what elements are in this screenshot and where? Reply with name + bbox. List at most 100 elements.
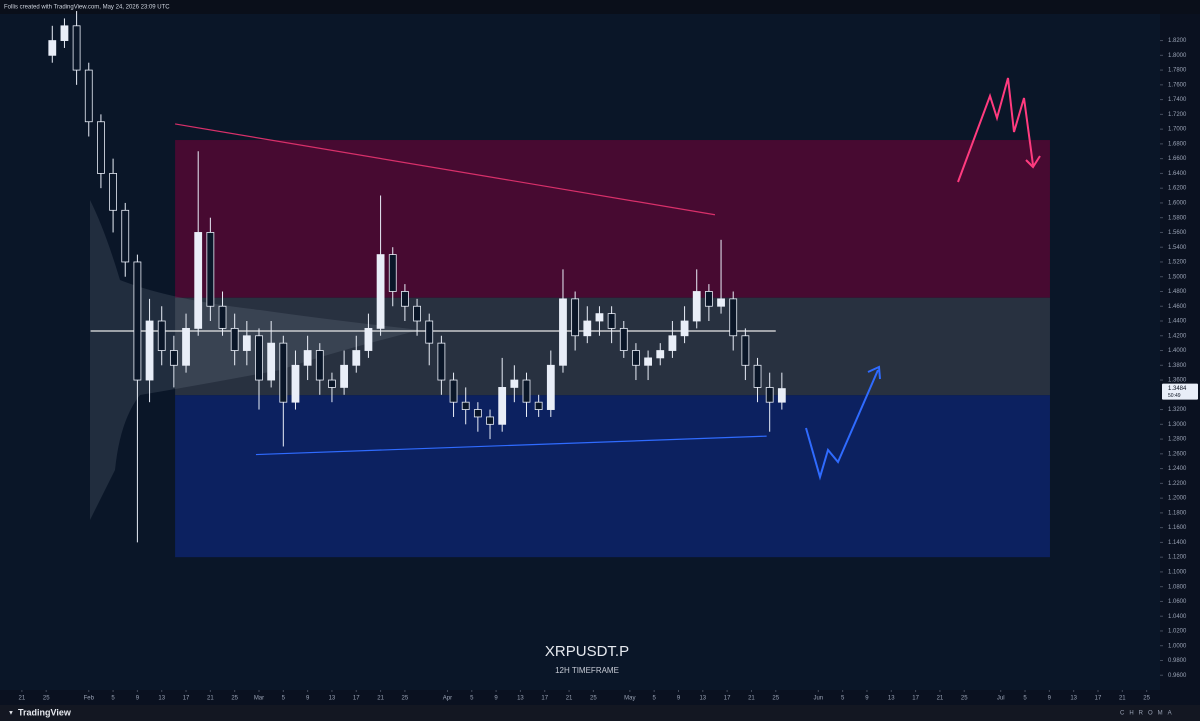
candle-body: [425, 320, 434, 344]
candle-body: [704, 291, 713, 307]
candle-body: [765, 387, 774, 403]
arrowhead: [867, 365, 881, 380]
y-tick-label: 1.4400: [1168, 319, 1187, 325]
x-tick-label: Feb: [84, 696, 95, 702]
trend-line: [174, 123, 716, 216]
y-tick-label: 1.2200: [1168, 481, 1187, 487]
watermark-title: XRPUSDT.P: [545, 643, 629, 660]
candle-body: [230, 327, 239, 351]
y-tick-label: 1.5000: [1168, 274, 1187, 280]
x-tick-label: 21: [1119, 696, 1126, 702]
y-tick-label: 1.5400: [1168, 245, 1187, 251]
x-tick-label: 9: [136, 696, 140, 702]
candle-body: [632, 350, 640, 366]
candle-body: [194, 232, 203, 329]
arrowhead: [1025, 155, 1041, 169]
candle-body: [546, 364, 555, 410]
x-tick-label: 25: [772, 696, 779, 702]
x-tick-label: 21: [377, 696, 384, 702]
y-tick-label: 1.6400: [1168, 171, 1187, 177]
x-tick-label: 9: [677, 696, 681, 702]
y-tick-label: 1.7200: [1168, 112, 1187, 118]
time-axis: [0, 690, 1200, 705]
x-tick-label: Jun: [813, 696, 823, 702]
candle-body: [473, 409, 482, 418]
candles: [48, 11, 786, 543]
candle-body: [84, 69, 93, 123]
candle-body: [729, 298, 738, 337]
candle-body: [607, 313, 616, 329]
candle-body: [534, 401, 543, 410]
x-tick-label: 13: [517, 696, 524, 702]
y-tick-label: 1.2600: [1168, 451, 1187, 457]
x-tick-label: 25: [1143, 696, 1150, 702]
y-tick-label: 1.6000: [1168, 201, 1187, 207]
y-tick-label: 1.0800: [1168, 584, 1187, 590]
y-tick-label: 1.7000: [1168, 127, 1187, 133]
zone: [175, 140, 1050, 298]
candle-body: [60, 25, 69, 41]
x-tick-label: 25: [961, 696, 968, 702]
candle-body: [777, 388, 786, 403]
x-tick-label: 13: [888, 696, 895, 702]
y-tick-label: 1.7400: [1168, 97, 1187, 103]
y-tick-label: 1.5800: [1168, 215, 1187, 221]
zone: [175, 395, 1050, 558]
y-tick-label: 1.6600: [1168, 156, 1187, 162]
candle-body: [437, 342, 446, 381]
candle-body: [340, 364, 349, 388]
x-tick-label: Jul: [997, 696, 1005, 702]
x-tick-label: 13: [699, 696, 706, 702]
x-tick-label: 25: [43, 696, 50, 702]
candle-body: [717, 298, 725, 307]
y-tick-label: 1.4000: [1168, 348, 1187, 354]
x-tick-label: 21: [937, 696, 944, 702]
candle-body: [741, 335, 750, 366]
credit: Follis created with TradingView.com, May…: [4, 5, 170, 11]
price-axis: [1160, 14, 1200, 690]
candle-body: [364, 327, 373, 351]
x-tick-label: 9: [865, 696, 869, 702]
x-tick-label: 21: [748, 696, 755, 702]
x-tick-label: 9: [494, 696, 498, 702]
bearish-arrow: [957, 77, 1034, 183]
candle-body: [352, 350, 361, 366]
candle-body: [206, 232, 215, 307]
y-tick-label: 1.1800: [1168, 510, 1187, 516]
y-tick-label: 1.1200: [1168, 555, 1187, 561]
y-tick-label: 1.3000: [1168, 422, 1187, 428]
x-tick-label: 21: [207, 696, 214, 702]
candle-body: [121, 209, 130, 263]
x-tick-label: Apr: [443, 696, 452, 702]
x-tick-label: 25: [402, 696, 409, 702]
x-tick-label: 17: [724, 696, 731, 702]
candle-body: [595, 313, 604, 322]
y-tick-label: 1.1600: [1168, 525, 1187, 531]
candle-body: [583, 320, 592, 337]
brand: TradingView: [18, 707, 72, 717]
x-tick-label: 13: [1070, 696, 1077, 702]
candle-body: [242, 335, 251, 351]
candle-body: [328, 379, 336, 388]
y-tick-label: 1.7800: [1168, 68, 1187, 74]
tag: CHROMA: [1120, 711, 1177, 717]
candle-body: [133, 261, 142, 381]
candle-body: [449, 379, 458, 403]
y-tick-label: 1.7600: [1168, 82, 1187, 88]
candle-body: [413, 305, 421, 322]
candle-body: [668, 335, 677, 351]
candle-body: [169, 350, 178, 366]
trend-lines: [90, 123, 776, 456]
y-tick-label: 1.2800: [1168, 437, 1187, 443]
candle-body: [522, 379, 531, 403]
candle-body: [680, 320, 689, 337]
x-tick-label: 5: [111, 696, 115, 702]
candle-body: [486, 416, 494, 425]
y-tick-label: 1.0600: [1168, 599, 1187, 605]
y-tick-label: 1.6200: [1168, 186, 1187, 192]
candle-body: [388, 254, 397, 292]
y-tick-label: 1.6800: [1168, 141, 1187, 147]
y-tick-label: 0.9800: [1168, 658, 1187, 664]
candle-body: [303, 350, 312, 366]
